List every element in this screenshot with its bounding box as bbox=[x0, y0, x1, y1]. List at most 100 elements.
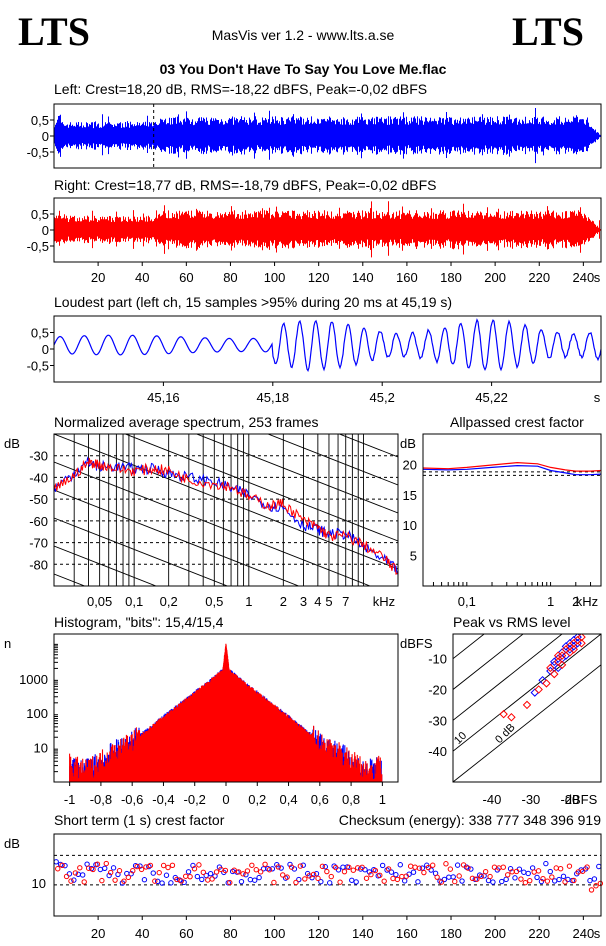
pvr-crest-line bbox=[453, 634, 563, 721]
histogram-xtick-label: 0,6 bbox=[311, 792, 329, 807]
stc-point-right bbox=[443, 861, 449, 867]
right-waveform-xtick-label: 40 bbox=[135, 270, 149, 285]
stc-point-right bbox=[452, 878, 458, 885]
stc-point-right bbox=[513, 868, 520, 875]
app-title: MasVis ver 1.2 - www.lts.a.se bbox=[212, 27, 395, 43]
stc-point-left bbox=[401, 878, 408, 884]
pvr-point-right bbox=[577, 634, 586, 642]
right-waveform-title: Right: Crest=18,77 dB, RMS=-18,79 dBFS, … bbox=[54, 177, 436, 193]
stc-point-right bbox=[81, 879, 87, 885]
stc-point-left bbox=[349, 877, 355, 883]
spectrum-xtick-label: 0,2 bbox=[160, 594, 178, 609]
stc-point-right bbox=[227, 879, 233, 886]
stc-point-right bbox=[156, 869, 162, 876]
crest-xtick-label: 0,1 bbox=[458, 594, 476, 609]
pvr-ylabel: dBFS bbox=[400, 636, 433, 651]
histogram-ytick-label: 10 bbox=[34, 741, 48, 756]
stc-point-right bbox=[90, 866, 96, 873]
pvr-xlabel: dBFS bbox=[565, 792, 598, 807]
stc-point-right bbox=[288, 864, 295, 870]
stc-point-right bbox=[94, 861, 101, 867]
stc-point-left bbox=[252, 877, 258, 883]
spectrum-plot-area bbox=[54, 434, 398, 586]
stc-xtick-label: 240 bbox=[573, 926, 595, 941]
stc-point-left bbox=[181, 879, 187, 886]
stc-point-left bbox=[313, 871, 320, 877]
histogram-xtick-label: -0,8 bbox=[90, 792, 112, 807]
stc-point-left bbox=[199, 876, 205, 883]
stc-point-right bbox=[491, 864, 498, 870]
stc-point-left bbox=[340, 864, 346, 870]
stc-point-right bbox=[196, 862, 202, 868]
stc-point-right bbox=[160, 862, 167, 869]
peak-vs-rms-title: Peak vs RMS level bbox=[453, 614, 570, 630]
stc-point-right bbox=[72, 870, 79, 876]
loudest-part-xtick-label: 45,16 bbox=[147, 390, 180, 405]
pvr-xtick-label: -30 bbox=[521, 792, 540, 807]
stc-point-right bbox=[540, 875, 546, 882]
stc-point-right bbox=[399, 873, 405, 880]
left-waveform-ytick-label: 0 bbox=[42, 129, 49, 144]
stc-point-right bbox=[416, 865, 423, 871]
peak-vs-rms-panel: Peak vs RMS level 0 dB10203040dBFS-10-20… bbox=[400, 614, 602, 807]
stc-point-left bbox=[79, 872, 86, 878]
pvr-xtick-label: -20 bbox=[560, 792, 579, 807]
crest-xtick-label: 2 bbox=[572, 594, 579, 609]
histogram-xtick-label: -0,2 bbox=[184, 792, 206, 807]
right-waveform-xunit: s bbox=[594, 270, 601, 285]
histogram-xtick-label: 0,4 bbox=[280, 792, 298, 807]
pvr-point-right bbox=[577, 639, 586, 648]
stc-point-right bbox=[447, 866, 454, 872]
spectrum-xtick-label: 0,05 bbox=[87, 594, 112, 609]
pvr-point-right bbox=[542, 679, 551, 688]
stc-point-right bbox=[121, 878, 127, 884]
stc-point-right bbox=[385, 866, 392, 872]
pvr-crest-label: 10 bbox=[452, 730, 469, 747]
stc-point-right bbox=[531, 869, 537, 875]
stc-point-right bbox=[571, 877, 577, 884]
stc-point-right bbox=[310, 871, 317, 878]
stc-point-right bbox=[482, 868, 489, 875]
spectrum-slope-line bbox=[54, 489, 300, 586]
right-waveform-ytick-label: 0 bbox=[42, 223, 49, 238]
pvr-point-right bbox=[507, 713, 516, 722]
stc-point-left bbox=[507, 866, 514, 872]
stc-point-right bbox=[63, 873, 70, 880]
stc-point-right bbox=[412, 864, 418, 870]
spectrum-slope-line bbox=[54, 545, 158, 586]
left-waveform-ytick-label: -0,5 bbox=[27, 145, 49, 160]
stc-point-right bbox=[438, 879, 445, 885]
histogram-xtick-label: -0,6 bbox=[121, 792, 143, 807]
stc-point-left bbox=[499, 878, 505, 885]
stc-point-right bbox=[363, 875, 370, 881]
spectrum-xtick-label: 2 bbox=[280, 594, 287, 609]
spectrum-frame bbox=[53, 433, 399, 587]
stc-point-right bbox=[527, 877, 533, 884]
spectrum-xunit: kHz bbox=[373, 594, 395, 609]
histogram-ytick-label: 1000 bbox=[19, 672, 48, 687]
spectrum-series-left bbox=[54, 456, 398, 575]
stc-point-right bbox=[522, 879, 529, 886]
stc-point-right bbox=[553, 865, 559, 871]
stc-point-right bbox=[284, 874, 290, 880]
stc-point-right bbox=[372, 867, 379, 874]
stc-point-left bbox=[97, 866, 104, 873]
loudest-part-ytick-label: 0 bbox=[42, 342, 49, 357]
stc-point-right bbox=[130, 867, 136, 874]
stc-point-right bbox=[68, 878, 74, 884]
crest-xunit: kHz bbox=[576, 594, 598, 609]
stc-point-right bbox=[597, 880, 604, 887]
checksum-text: Checksum (energy): 338 777 348 396 919 bbox=[339, 812, 601, 828]
stc-point-right bbox=[544, 878, 551, 884]
stc-point-left bbox=[587, 877, 593, 884]
stc-point-left bbox=[110, 865, 117, 871]
stc-point-left bbox=[560, 873, 567, 880]
crest-ytick-label: 20 bbox=[403, 457, 417, 472]
stc-point-left bbox=[543, 860, 549, 867]
stc-point-left bbox=[410, 869, 417, 875]
stc-point-right bbox=[460, 862, 467, 868]
loudest-part-panel: Loudest part (left ch, 15 samples >95% d… bbox=[27, 294, 602, 405]
stc-point-right bbox=[178, 878, 184, 884]
histogram-ytick-label: 100 bbox=[26, 706, 48, 721]
